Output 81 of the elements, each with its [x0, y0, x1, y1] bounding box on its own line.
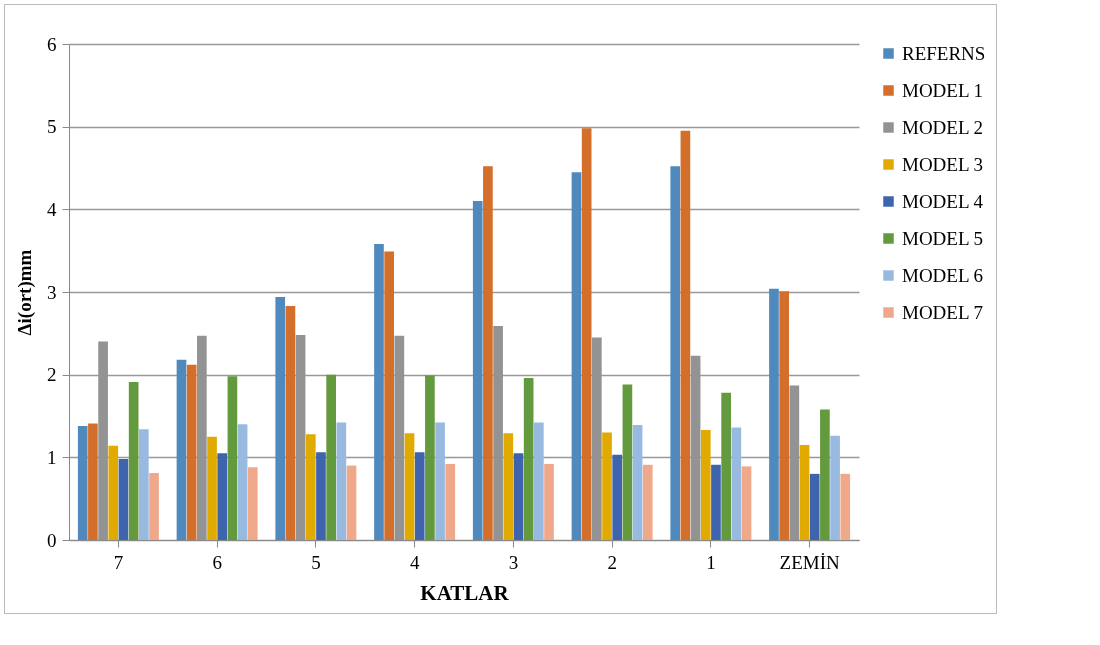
y-axis-title: Δi(ort)mm [14, 249, 36, 336]
bar [581, 128, 592, 540]
bar [830, 435, 840, 540]
bar [602, 432, 612, 540]
bar [285, 306, 296, 540]
bar [445, 463, 456, 540]
bar [769, 288, 779, 540]
bar [680, 130, 691, 540]
legend-label: MODEL 3 [902, 153, 984, 175]
bar [544, 463, 554, 540]
legend-label: MODEL 5 [902, 227, 984, 249]
legend-label: MODEL 4 [902, 190, 984, 212]
bar [346, 465, 357, 540]
bar [840, 473, 851, 540]
bar [711, 464, 721, 540]
bar [336, 422, 347, 540]
y-tick-label: 1 [47, 446, 57, 468]
bar [809, 473, 820, 540]
bar [227, 376, 238, 540]
bar [534, 422, 544, 540]
bar [384, 251, 394, 540]
bar [721, 392, 731, 540]
bar [149, 473, 159, 540]
bar [799, 444, 810, 540]
x-tick-label: 6 [212, 551, 222, 573]
bar [483, 166, 493, 540]
bar [503, 433, 514, 540]
legend-label: MODEL 7 [902, 301, 984, 323]
bar [670, 166, 681, 540]
bar [237, 424, 248, 540]
legend-label: REFERNS [902, 42, 986, 64]
bar [435, 422, 445, 540]
x-axis-title: KATLAR [420, 580, 510, 605]
y-tick-label: 4 [47, 198, 57, 220]
bar [247, 467, 258, 540]
x-tick-label: 1 [706, 551, 716, 573]
x-tick-label: 5 [311, 551, 321, 573]
bar [820, 409, 830, 540]
bar [513, 453, 524, 540]
bar [571, 172, 582, 540]
bar [275, 296, 286, 540]
x-tick-label: 3 [508, 551, 519, 573]
y-tick-label: 0 [47, 529, 57, 551]
bar [186, 364, 197, 540]
x-tick-label: 2 [607, 551, 617, 573]
bar [523, 377, 534, 540]
y-tick-label: 6 [47, 33, 57, 55]
bar [108, 445, 119, 540]
y-tick-label: 2 [47, 364, 57, 386]
bar [316, 452, 326, 540]
bar [700, 430, 711, 540]
bar [374, 244, 384, 540]
y-tick-label: 3 [47, 281, 57, 303]
bar [88, 423, 98, 540]
x-tick-label: ZEMİN [779, 551, 840, 573]
bar [305, 434, 316, 540]
x-tick-label: 7 [113, 551, 124, 573]
bar [77, 425, 88, 540]
bar [779, 291, 789, 540]
legend-label: MODEL 1 [902, 79, 984, 101]
bar [472, 201, 483, 540]
bar [404, 433, 415, 540]
bar [642, 464, 653, 540]
bar [612, 454, 623, 540]
bar [741, 466, 752, 540]
legend-label: MODEL 6 [902, 264, 984, 286]
bar [414, 452, 425, 540]
bar [425, 375, 435, 540]
bar [139, 429, 149, 540]
bar [118, 458, 129, 540]
bar [731, 427, 742, 540]
bar [326, 374, 336, 540]
bar [128, 382, 139, 540]
legend-label: MODEL 2 [902, 116, 984, 138]
bar [622, 384, 633, 540]
y-tick-label: 5 [47, 116, 57, 138]
bar [176, 359, 187, 540]
x-tick-label: 4 [409, 551, 420, 573]
bar [207, 436, 217, 540]
bar [632, 425, 643, 540]
bar [217, 453, 228, 540]
